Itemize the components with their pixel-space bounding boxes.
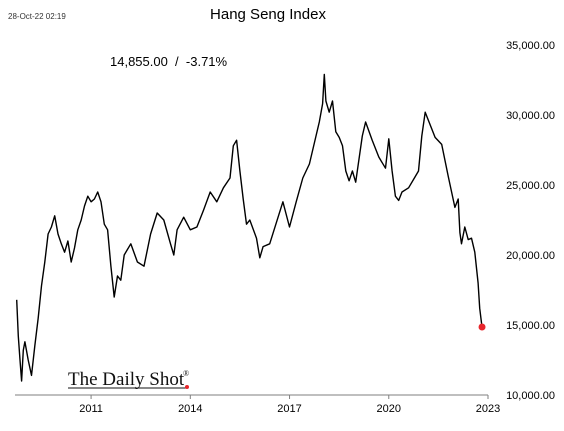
y-tick-label: 10,000.00 [506,390,555,402]
timestamp-label: 28-Oct-22 02:19 [8,12,66,21]
chart-title: Hang Seng Index [210,6,326,23]
y-axis: 10,000.00 15,000.00 20,000.00 25,000.00 30,0… [506,40,555,402]
x-tick-label: 2023 [476,403,500,415]
x-tick-label: 2017 [277,403,301,415]
brand-dot [185,385,189,389]
brand-logo: The Daily Shot ® [68,369,189,390]
brand-name: The Daily Shot [68,369,185,390]
y-tick-label: 35,000.00 [506,40,555,52]
y-tick-label: 20,000.00 [506,250,555,262]
last-value-readout: 14,855.00 / -3.71% [110,54,228,69]
brand-registered-mark: ® [183,369,189,378]
x-tick-label: 2020 [377,403,401,415]
y-tick-label: 25,000.00 [506,180,555,192]
y-tick-label: 15,000.00 [506,320,555,332]
x-axis: 2011 2014 2017 2020 2023 [15,394,500,415]
y-tick-label: 30,000.00 [506,110,555,122]
x-tick-label: 2014 [178,403,202,415]
series-line-hang-seng [16,73,483,382]
last-value-marker [478,323,486,331]
x-tick-label: 2011 [79,403,103,415]
